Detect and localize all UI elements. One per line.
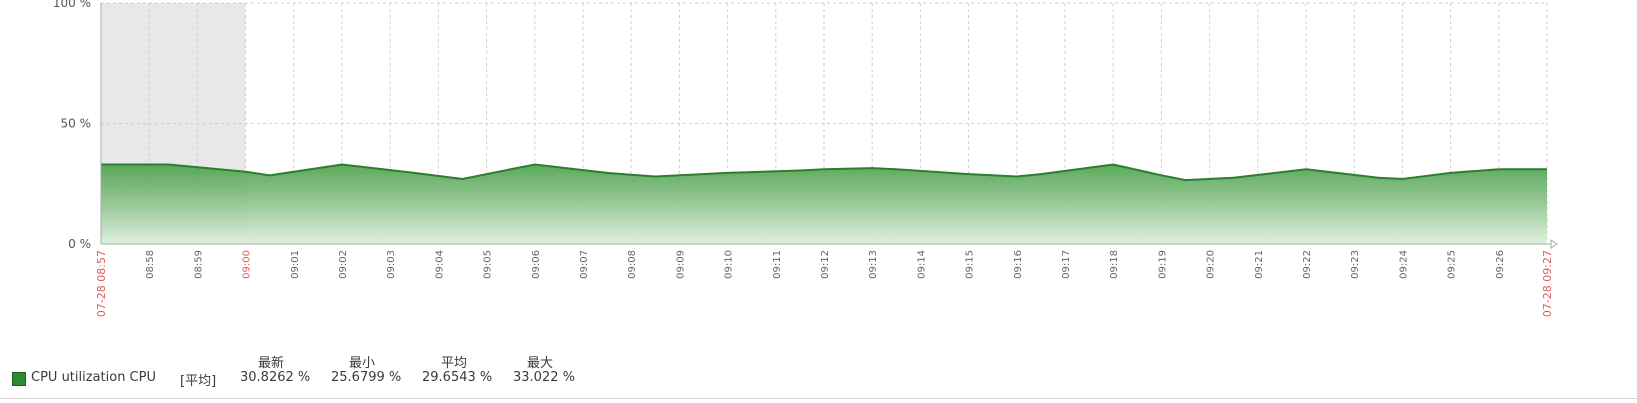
x-tick-label-highlight: 09:00 [242,250,253,279]
legend-value-max: 33.022 % [513,370,575,385]
x-axis-arrow-icon [1550,239,1558,249]
x-tick-label: 09:22 [1302,250,1313,279]
x-tick-label: 09:16 [1013,250,1024,279]
x-tick-label: 09:19 [1157,250,1168,279]
legend-value-min: 25.6799 % [331,370,402,385]
x-tick-label: 09:11 [772,250,783,279]
legend-value-avg: 29.6543 % [422,370,493,385]
legend-header-min: 最小 [349,356,376,371]
x-tick-label: 09:10 [724,250,735,279]
legend-color-swatch [12,372,26,386]
x-tick-label: 09:04 [434,250,445,279]
x-tick-label: 08:58 [145,250,156,279]
x-tick-label-end: 07-28 09:27 [1541,250,1554,317]
legend-header-avg: 平均 [441,356,468,371]
cpu-area-fill [101,164,1547,244]
x-tick-label: 09:18 [1109,250,1120,279]
x-tick-label: 09:03 [386,250,397,279]
x-tick-label: 09:14 [916,250,927,279]
x-tick-label: 09:09 [675,250,686,279]
x-tick-label-start: 07-28 08:57 [95,250,108,317]
legend-header-max: 最大 [527,356,554,371]
x-tick-label: 09:07 [579,250,590,279]
x-tick-label: 09:06 [531,250,542,279]
x-tick-label: 09:26 [1495,250,1506,279]
legend-series-name: CPU utilization CPU [31,370,156,385]
cpu-chart: 100 % 50 % 0 % 07-28 08:57 08:58 08:59 09:00 0… [53,0,1558,317]
y-tick-label: 100 % [53,0,91,10]
x-tick-label: 09:08 [627,250,638,279]
x-tick-label: 09:23 [1350,250,1361,279]
x-tick-label: 09:15 [965,250,976,279]
x-tick-label: 09:21 [1254,250,1265,279]
x-tick-label: 09:24 [1398,250,1409,279]
legend: 最新 最小 平均 最大 CPU utilization CPU [平均] 30.… [0,350,1637,396]
legend-header-latest: 最新 [258,356,285,371]
legend-value-latest: 30.8262 % [240,370,311,385]
x-tick-label: 08:59 [193,250,204,279]
x-tick-label: 09:05 [483,250,494,279]
x-tick-label: 09:12 [820,250,831,279]
y-tick-label: 0 % [68,237,91,251]
x-tick-label: 09:01 [290,250,301,279]
x-tick-label: 09:25 [1447,250,1458,279]
cpu-series-line [101,163,1547,182]
legend-series-func: [平均] [180,374,217,389]
bottom-divider [0,398,1637,399]
x-tick-label: 09:13 [868,250,879,279]
x-tick-label: 09:20 [1206,250,1217,279]
x-tick-label: 09:02 [338,250,349,279]
x-tick-label: 09:17 [1061,250,1072,279]
chart-svg: 100 % 50 % 0 % 07-28 08:57 08:58 08:59 09:00 0… [53,0,1558,317]
y-tick-label: 50 % [61,117,92,131]
